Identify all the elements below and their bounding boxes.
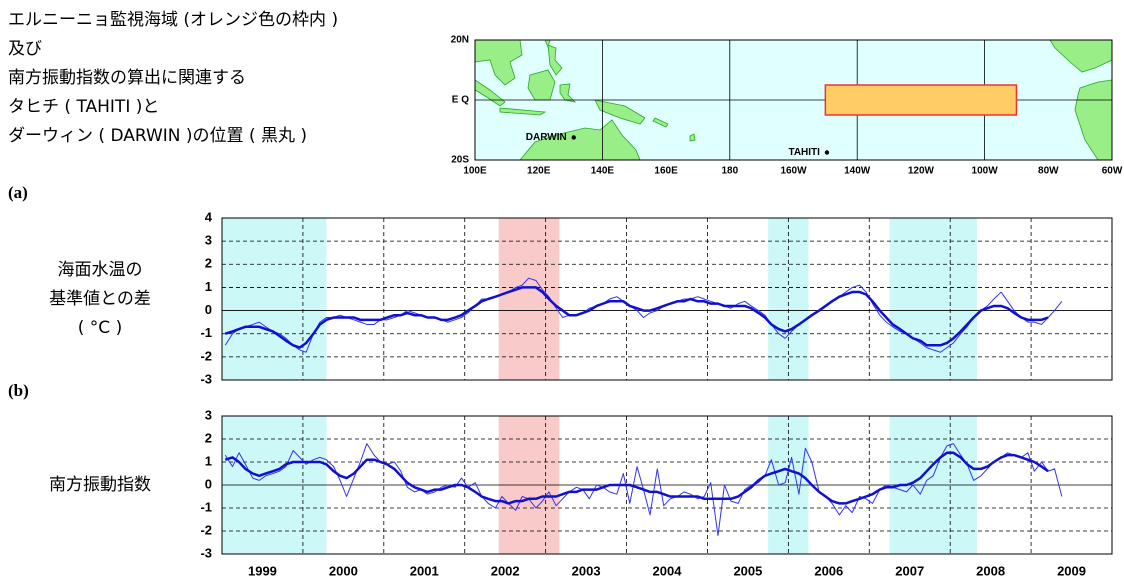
event-period — [889, 218, 977, 380]
y-tick-label: 20S — [451, 155, 469, 166]
plot-frame — [221, 217, 1113, 381]
panel-label: (b) — [8, 381, 29, 400]
land-central-america — [1049, 40, 1112, 73]
x-tick-label: 2002 — [491, 563, 520, 578]
series-line — [224, 277, 1063, 353]
x-tick-label: 120E — [527, 166, 551, 177]
x-tick-label: 140W — [844, 166, 871, 177]
land-sulawesi — [559, 83, 577, 103]
series-line — [224, 286, 1049, 349]
y-tick-label: 1 — [205, 453, 212, 468]
monitoring-region — [824, 84, 1018, 116]
land-sumatra — [475, 79, 506, 107]
y-tick-label: 2 — [205, 256, 212, 271]
event-period — [222, 218, 327, 380]
y-tick-label: 0 — [205, 302, 212, 317]
y-tick-label: 1 — [205, 279, 212, 294]
map-frame — [474, 39, 1113, 161]
x-tick-label: 160W — [780, 166, 807, 177]
station-point — [824, 150, 830, 155]
caption-line: 及び — [8, 39, 42, 59]
x-tick-label: 2007 — [895, 563, 924, 578]
land-asia — [475, 40, 523, 86]
y-tick-label: E Q — [452, 95, 469, 106]
y-tick-label: 20N — [451, 35, 469, 46]
y-tick-label: -1 — [200, 325, 212, 340]
y-tick-label: -2 — [200, 348, 212, 363]
land-australia — [519, 119, 641, 160]
y-tick-label: -3 — [200, 545, 212, 560]
y-axis-label: 海面水温の — [58, 260, 143, 280]
station-label: TAHITI — [788, 147, 820, 158]
x-tick-label: 160E — [654, 166, 678, 177]
y-axis-label: 南方振動指数 — [49, 475, 151, 495]
y-axis-label: ( °C ) — [78, 318, 122, 338]
y-tick-label: -2 — [200, 522, 212, 537]
x-tick-label: 2008 — [976, 563, 1005, 578]
x-tick-label: 120W — [908, 166, 935, 177]
x-tick-label: 2004 — [653, 563, 683, 578]
caption-line: 南方振動指数の算出に関連する — [8, 68, 246, 88]
y-tick-label: 2 — [205, 430, 212, 445]
x-tick-label: 100W — [972, 166, 999, 177]
panel-label: (a) — [8, 183, 28, 202]
plot-frame — [221, 415, 1113, 555]
land-new-guinea — [594, 99, 646, 125]
y-tick-label: -1 — [200, 499, 212, 514]
x-tick-label: 2003 — [572, 563, 601, 578]
land-islands — [652, 117, 669, 128]
series-line — [224, 451, 1049, 505]
station-label: DARWIN — [526, 132, 567, 143]
x-tick-label: 2001 — [410, 563, 439, 578]
y-tick-label: 3 — [205, 233, 212, 248]
x-tick-label: 1999 — [248, 563, 277, 578]
land-taiwan — [544, 40, 551, 49]
y-tick-label: 3 — [205, 407, 212, 422]
x-tick-label: 180 — [721, 166, 738, 177]
land-borneo — [527, 69, 556, 101]
caption-line: タヒチ ( TAHITI )と — [8, 97, 159, 117]
x-tick-label: 2009 — [1057, 563, 1086, 578]
y-tick-label: -3 — [200, 371, 212, 386]
x-tick-label: 60W — [1102, 166, 1123, 177]
x-tick-label: 2000 — [329, 563, 358, 578]
x-tick-label: 100E — [463, 166, 487, 177]
land-islands — [689, 133, 696, 142]
caption-line: エルニーニョ監視海域 (オレンジ色の枠内 ) — [8, 10, 338, 30]
station-point — [571, 135, 576, 140]
x-tick-label: 140E — [591, 166, 615, 177]
y-tick-label: 4 — [205, 209, 213, 224]
x-tick-label: 80W — [1038, 166, 1059, 177]
land-java — [499, 107, 547, 116]
x-tick-label: 2005 — [733, 563, 762, 578]
y-tick-label: 0 — [205, 476, 212, 491]
caption-line: ダーウィン ( DARWIN )の位置 ( 黒丸 ) — [8, 126, 307, 146]
y-axis-label: 基準値との差 — [49, 289, 151, 309]
land-philippines — [547, 44, 563, 76]
x-tick-label: 2006 — [814, 563, 843, 578]
